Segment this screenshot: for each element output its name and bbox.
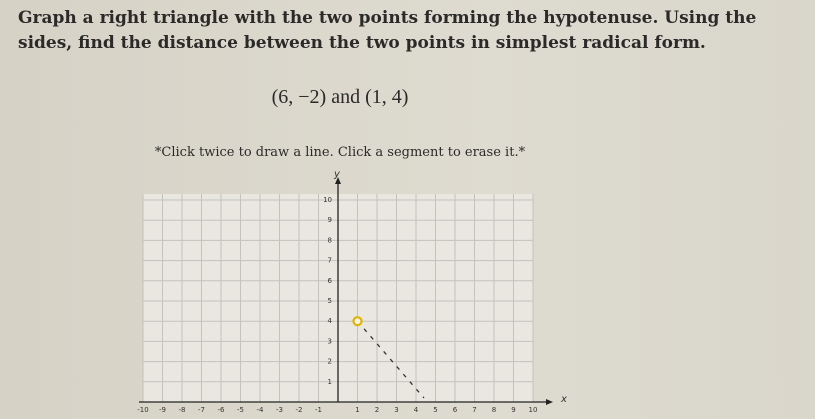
x-tick-label: 4 [414,406,419,414]
x-tick-label: -3 [276,406,283,414]
y-tick-label: 2 [328,358,332,366]
x-tick-label: 10 [529,406,538,414]
instruction: *Click twice to draw a line. Click a seg… [154,145,526,160]
y-tick-label: 8 [328,236,332,244]
expression: (6, −2) and (1, 4) [271,86,409,108]
y-tick-label: 5 [328,297,332,305]
x-tick-label: -9 [159,406,166,414]
x-tick-label: -6 [218,406,226,414]
x-tick-label: -8 [179,406,186,414]
x-axis-label: x [560,394,567,405]
pending-segment [357,320,425,399]
y-tick-label: 4 [328,317,333,325]
x-tick-label: 3 [394,406,398,414]
y-tick-label: 9 [328,216,332,224]
y-tick-label: 7 [328,257,332,265]
x-tick-label: 8 [492,406,496,414]
y-tick-label: 6 [328,277,333,285]
point [352,316,363,327]
y-axis-arrow [335,177,341,184]
y-tick-label: 1 [328,378,332,386]
x-tick-label: 6 [453,406,458,414]
y-tick-label: 10 [323,196,332,204]
x-tick-label: 9 [511,406,515,414]
x-tick-label: -5 [237,406,244,414]
y-axis-label: y [333,169,341,180]
x-tick-label: -10 [137,406,148,414]
x-tick-label: -4 [257,406,265,414]
x-tick-label: 5 [433,406,437,414]
y-tick-label: 3 [328,337,332,345]
x-tick-label: -7 [198,406,205,414]
x-tick-label: 7 [472,406,476,414]
x-tick-label: 2 [375,406,379,414]
x-axis-arrow [546,399,553,405]
x-tick-label: -2 [296,406,303,414]
x-tick-label: 1 [355,406,359,414]
question: Graph a right triangle with the two poin… [18,8,757,53]
x-tick-label: -1 [315,406,322,414]
